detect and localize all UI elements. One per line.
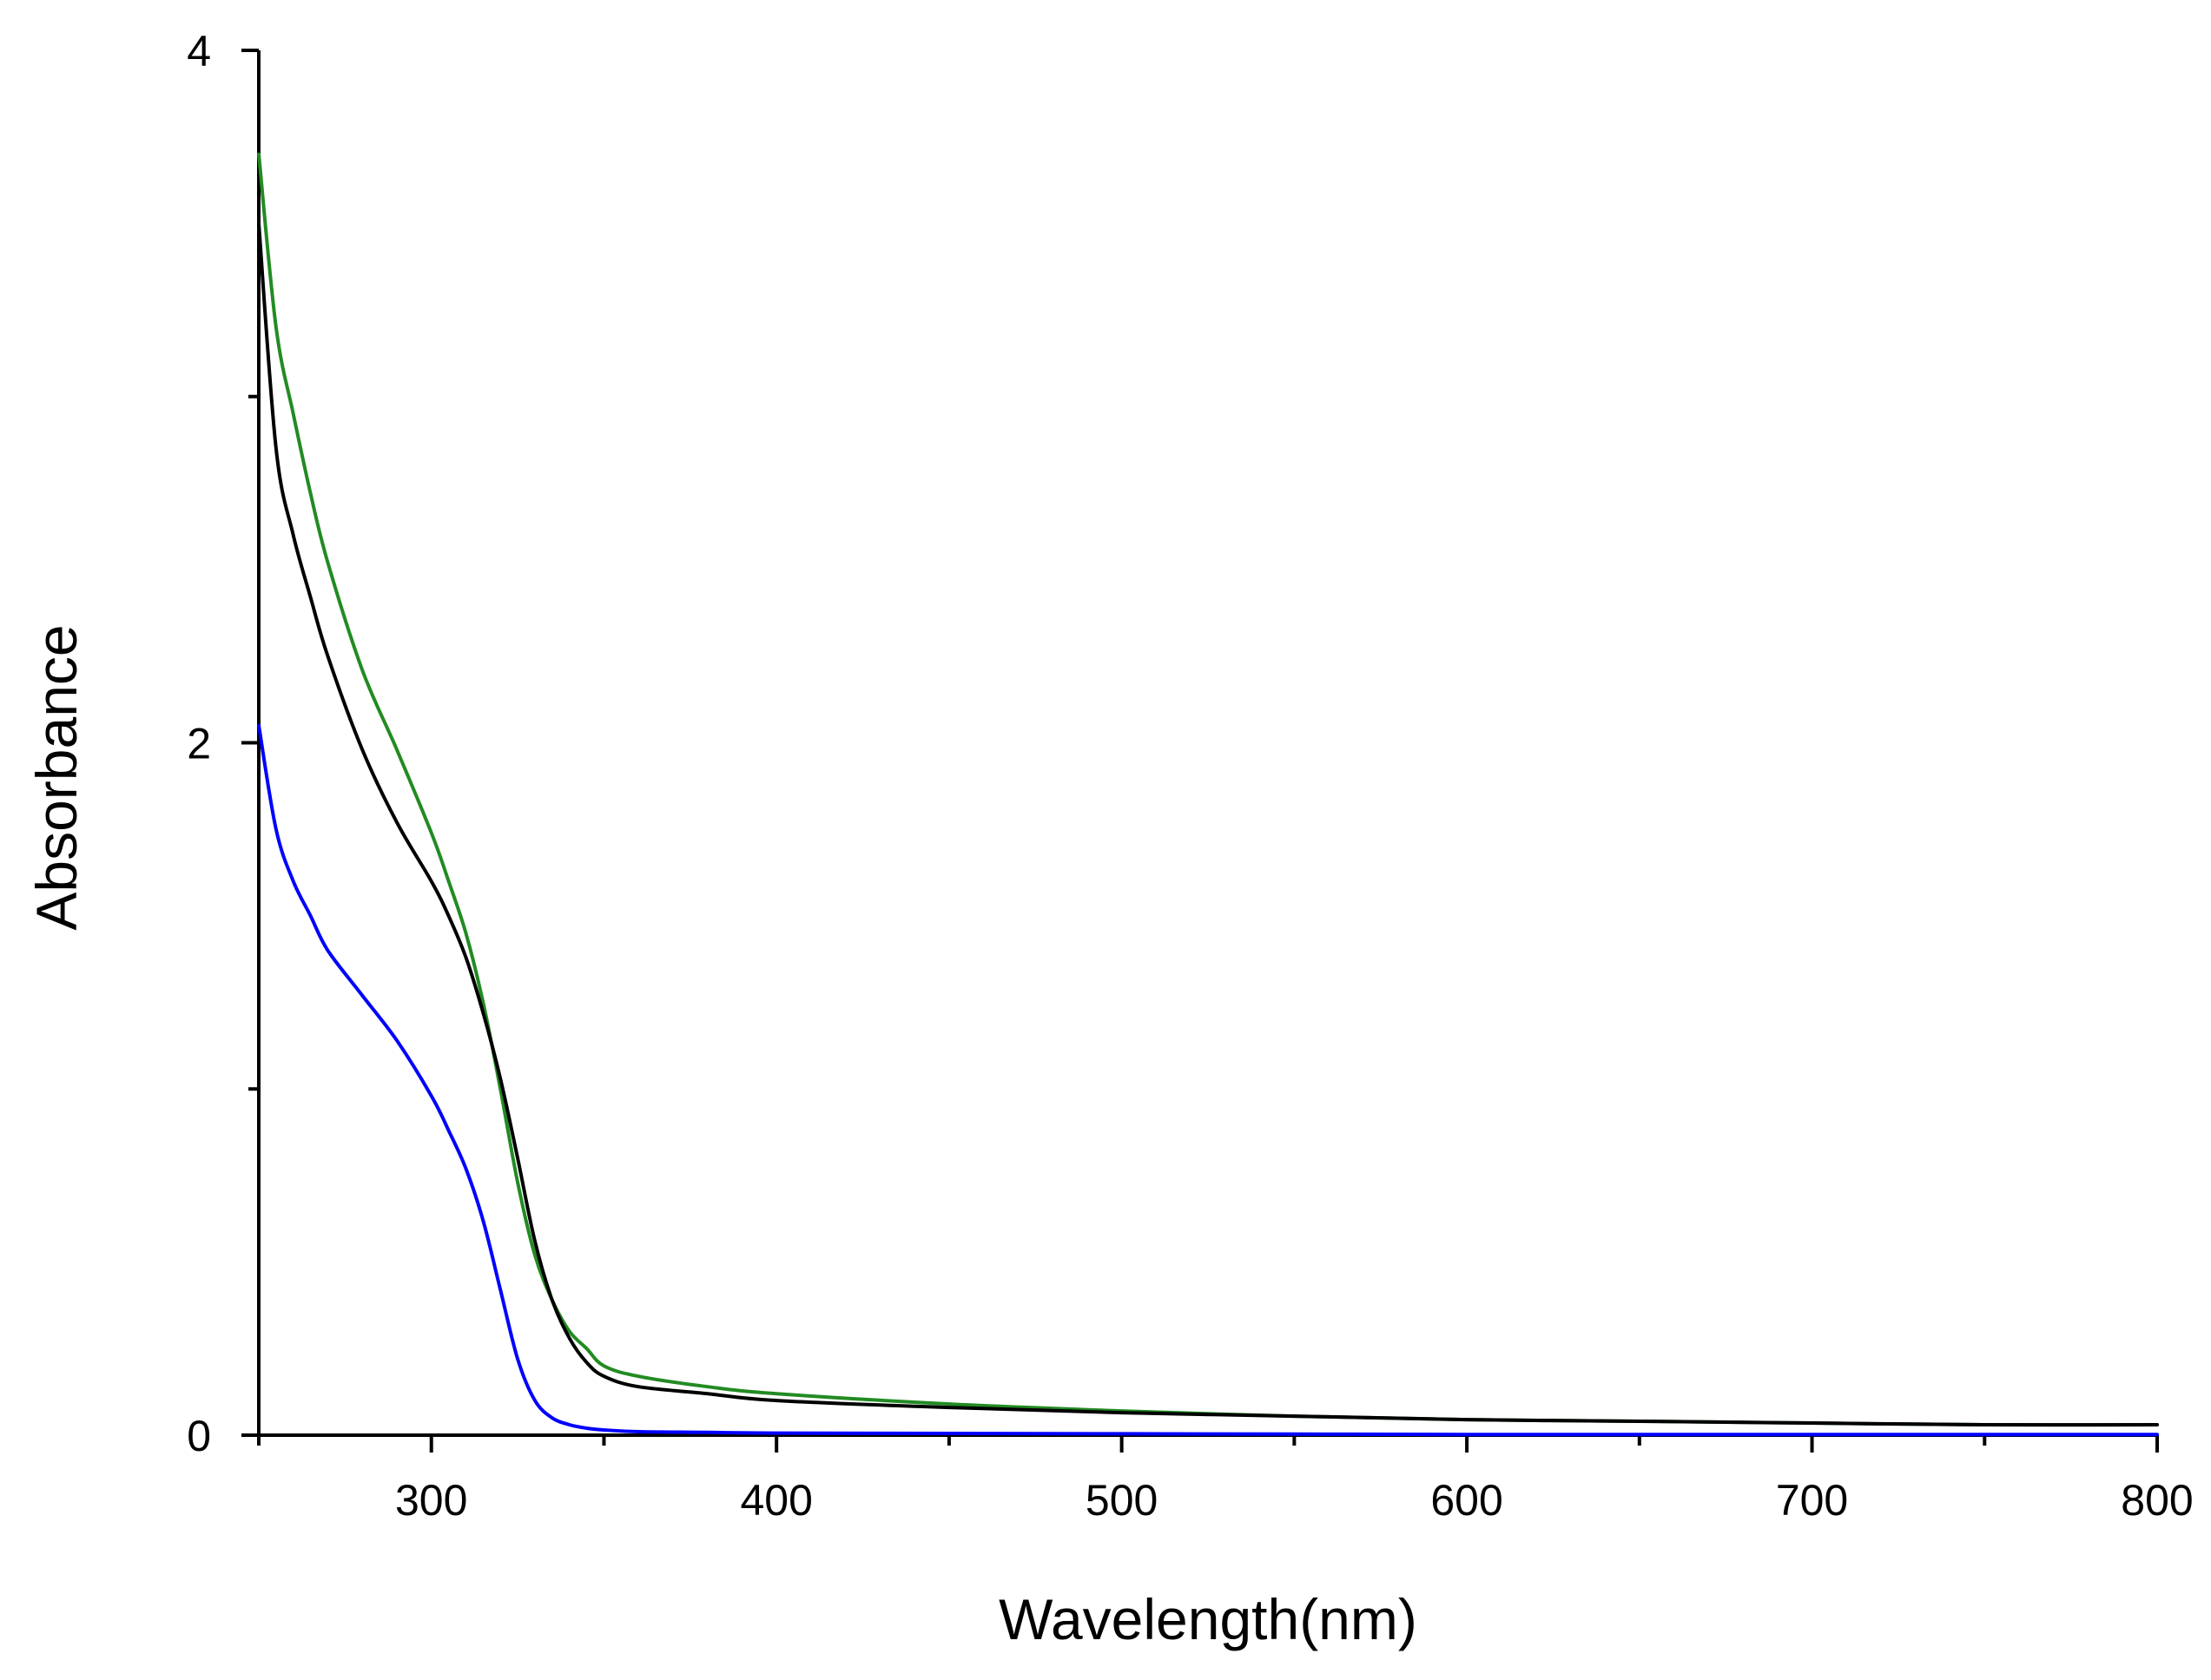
y-tick-label: 2 [187,720,211,768]
x-tick-label: 500 [1086,1476,1158,1525]
series-line-1 [257,152,2159,1427]
x-tick-label: 600 [1430,1476,1502,1525]
x-axis-title: Wavelength(nm) [999,1587,1417,1651]
x-tick-label: 300 [395,1476,467,1525]
axis-labels: 300 400 500 600 700 800 0 2 4 Wavelength(nm) Absor… [24,27,2194,1651]
x-tick-label: 800 [2121,1476,2193,1525]
x-tick-label: 700 [1776,1476,1848,1525]
series-line-2 [257,221,2159,1427]
series-lines [257,152,2159,1437]
y-tick-label: 4 [187,27,211,76]
y-tick-label: 0 [187,1412,211,1460]
axes [241,49,2159,1453]
x-tick-label: 400 [740,1476,812,1525]
series-line-3 [257,723,2159,1437]
y-axis-title: Absorbance [24,624,89,930]
